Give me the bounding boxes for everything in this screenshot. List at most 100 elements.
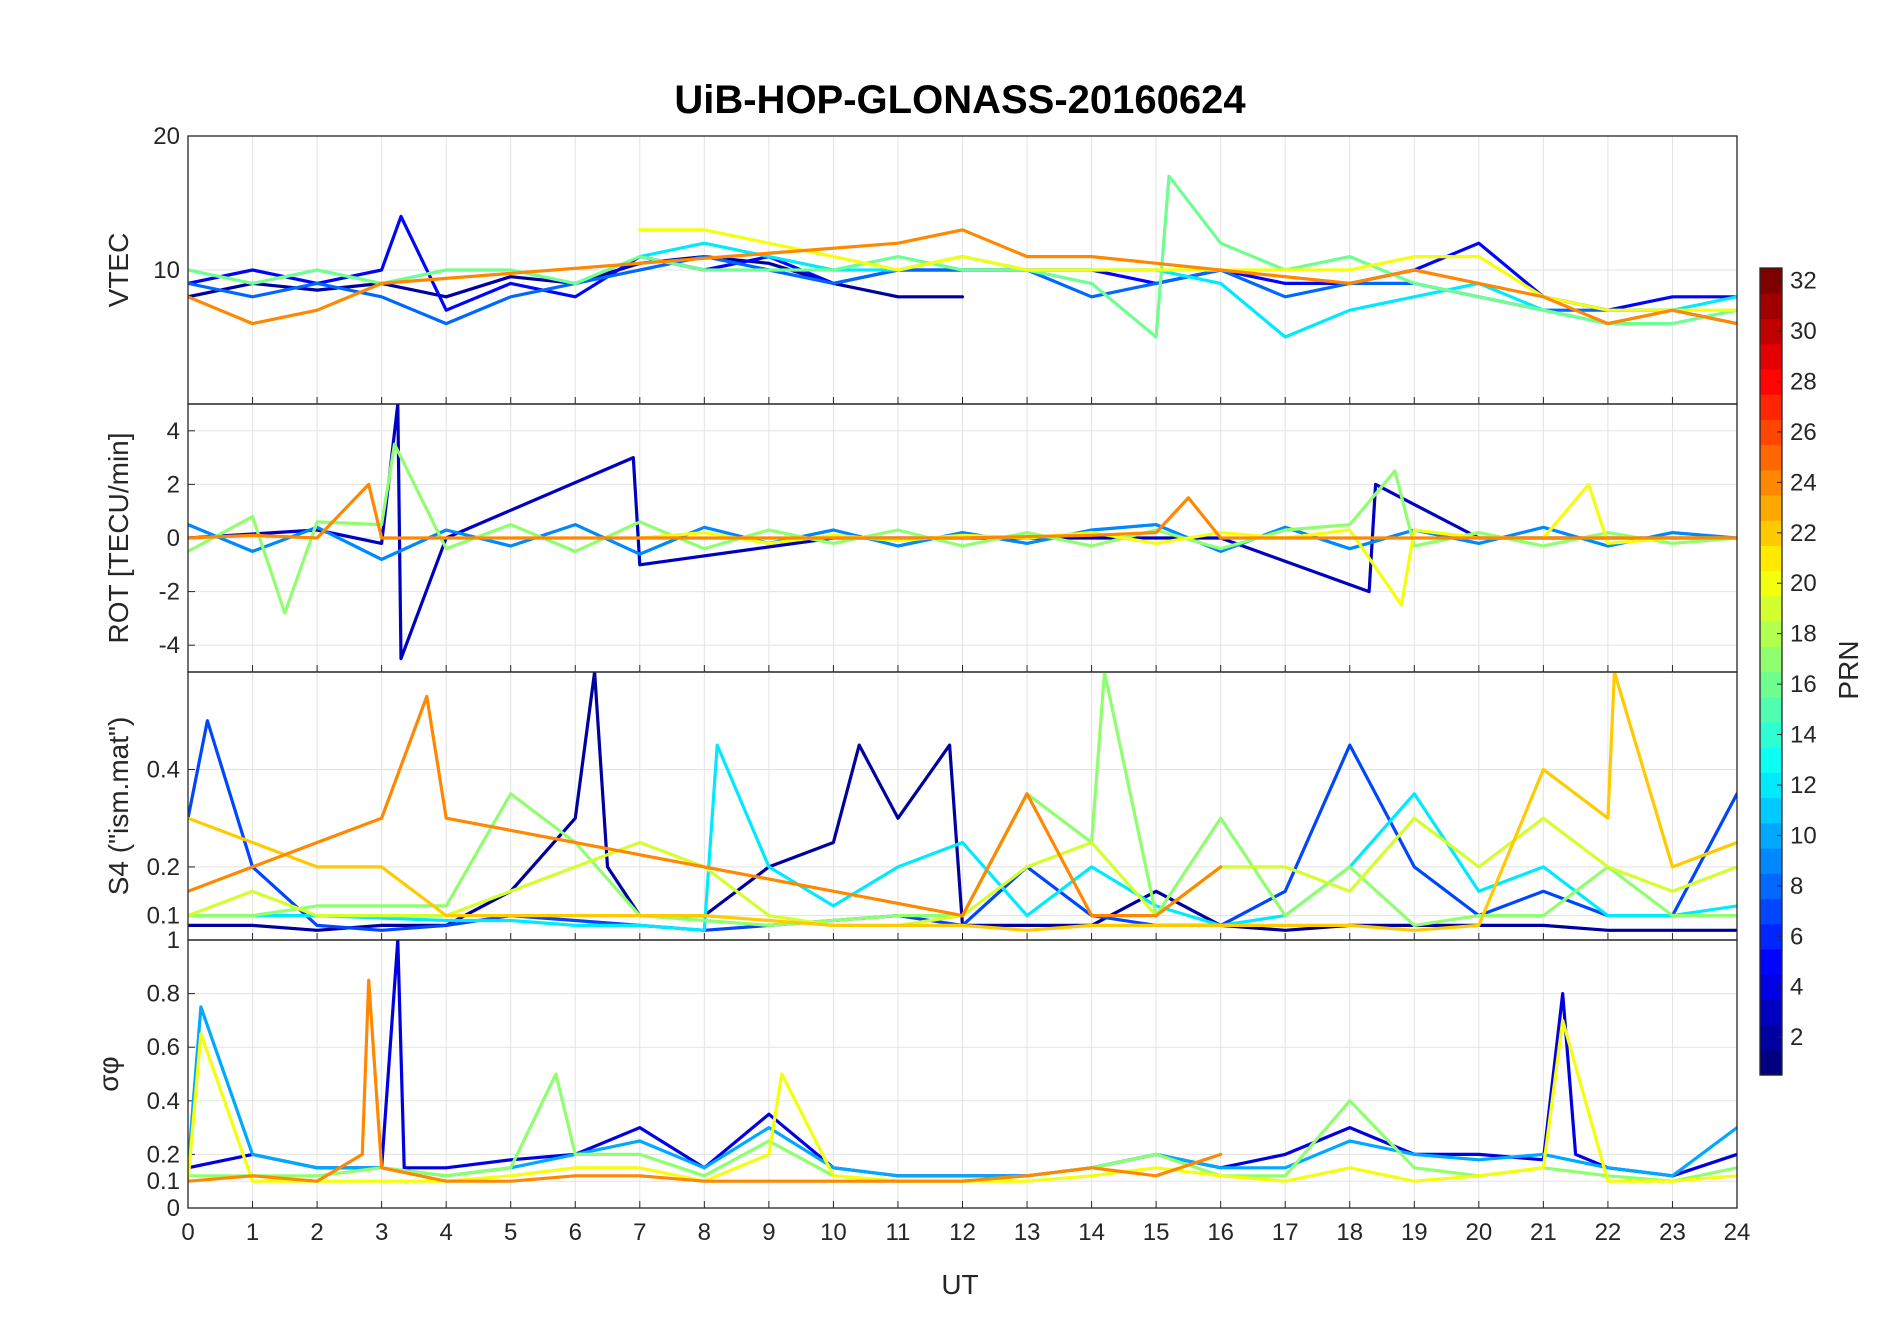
colorbar-segment xyxy=(1760,873,1782,900)
colorbar-tick-label: 6 xyxy=(1790,923,1803,950)
x-tick-label: 11 xyxy=(885,1219,910,1246)
colorbar-segment xyxy=(1760,1024,1782,1051)
x-tick-label: 18 xyxy=(1336,1219,1363,1246)
x-tick-label: 13 xyxy=(1014,1219,1041,1246)
x-tick-label: 7 xyxy=(633,1219,646,1246)
colorbar-tick-label: 32 xyxy=(1790,268,1817,295)
x-tick-label: 23 xyxy=(1659,1219,1686,1246)
colorbar-segment xyxy=(1760,848,1782,874)
x-tick-label: 16 xyxy=(1207,1219,1234,1246)
y-tick-label: 0.1 xyxy=(147,903,180,930)
series-group xyxy=(188,174,1737,339)
colorbar-segment xyxy=(1760,898,1782,925)
colorbar-segment xyxy=(1760,1049,1782,1076)
chart-title: UiB-HOP-GLONASS-20160624 xyxy=(674,78,1246,122)
colorbar-segment xyxy=(1760,368,1782,395)
series-line-prn-20 xyxy=(638,482,1737,607)
y-tick-label: 0.2 xyxy=(147,854,180,881)
colorbar-tick-label: 18 xyxy=(1790,621,1817,648)
x-tick-label: 24 xyxy=(1724,1219,1751,1246)
colorbar-segment xyxy=(1760,343,1782,370)
y-axis-label: VTEC xyxy=(103,233,134,308)
series-group xyxy=(188,672,1737,932)
colorbar-segment xyxy=(1760,646,1782,673)
colorbar-tick-label: 10 xyxy=(1790,822,1817,849)
y-tick-label: 1 xyxy=(167,927,180,954)
series-line-prn-24 xyxy=(188,694,1223,918)
series-line-prn-2 xyxy=(188,672,1737,932)
x-tick-label: 4 xyxy=(439,1219,452,1246)
colorbar-segment xyxy=(1760,520,1782,547)
x-tick-label: 22 xyxy=(1595,1219,1622,1246)
y-tick-label: 4 xyxy=(167,418,180,445)
y-tick-label: -2 xyxy=(159,579,180,606)
colorbar-segment xyxy=(1760,923,1782,950)
colorbar-tick-label: 12 xyxy=(1790,772,1817,799)
x-tick-label: 5 xyxy=(504,1219,517,1246)
series-line-prn-22 xyxy=(188,672,1737,932)
x-tick-label: 15 xyxy=(1143,1219,1170,1246)
x-tick-label: 2 xyxy=(310,1219,323,1246)
series-group xyxy=(188,404,1737,661)
x-tick-label: 0 xyxy=(181,1219,194,1246)
y-tick-label: 0.6 xyxy=(147,1034,180,1061)
x-tick-label: 12 xyxy=(949,1219,976,1246)
y-tick-label: -4 xyxy=(159,632,180,659)
colorbar-segment xyxy=(1760,747,1782,773)
colorbar-segment xyxy=(1760,621,1782,647)
x-tick-label: 19 xyxy=(1401,1219,1428,1246)
y-tick-label: 10 xyxy=(153,257,180,284)
colorbar-segment xyxy=(1760,671,1782,698)
panel-2: -4 -2 0 2 4 ROT [TECU/min] xyxy=(103,403,1738,673)
colorbar-tick-label: 30 xyxy=(1790,318,1817,345)
series-line-prn-12 xyxy=(188,743,1737,932)
panel-1: 10 20 VTEC xyxy=(103,123,1738,405)
colorbar-segment xyxy=(1760,772,1782,799)
colorbar-segment xyxy=(1760,797,1782,824)
colorbar-segment xyxy=(1760,696,1782,723)
x-tick-label: 3 xyxy=(375,1219,388,1246)
colorbar-segment xyxy=(1760,595,1782,622)
y-tick-label: 0 xyxy=(167,1195,180,1222)
colorbar-tick-label: 4 xyxy=(1790,974,1803,1001)
x-tick-label: 1 xyxy=(246,1219,259,1246)
colorbar-segment xyxy=(1760,469,1782,496)
colorbar-tick-label: 16 xyxy=(1790,671,1817,698)
series-line-prn-24 xyxy=(188,228,1737,326)
colorbar-segment xyxy=(1760,974,1782,1000)
y-tick-label: 0.8 xyxy=(147,981,180,1008)
colorbar-tick-label: 20 xyxy=(1790,570,1817,597)
x-tick-label: 8 xyxy=(698,1219,711,1246)
x-tick-label: 21 xyxy=(1530,1219,1557,1246)
series-line-prn-24 xyxy=(188,978,1223,1183)
x-tick-label: 9 xyxy=(762,1219,775,1246)
colorbar-segment xyxy=(1760,318,1782,345)
colorbar-segment xyxy=(1760,494,1782,521)
colorbar-tick-label: 14 xyxy=(1790,722,1817,749)
x-tick-label: 14 xyxy=(1078,1219,1105,1246)
x-tick-label: 20 xyxy=(1465,1219,1492,1246)
series-line-prn-16 xyxy=(188,174,1737,339)
x-tick-label: 17 xyxy=(1272,1219,1299,1246)
x-tick-label: 6 xyxy=(569,1219,582,1246)
colorbar-segment xyxy=(1760,822,1782,849)
y-tick-label: 0.1 xyxy=(147,1168,180,1195)
colorbar-tick-label: 8 xyxy=(1790,873,1803,900)
colorbar-tick-label: 2 xyxy=(1790,1024,1803,1051)
y-axis-label: ROT [TECU/min] xyxy=(103,432,134,643)
series-group xyxy=(188,940,1737,1183)
colorbar-segment xyxy=(1760,545,1782,572)
panel-3: 0.1 0.2 0.4 S4 ("ism.mat") xyxy=(103,671,1738,941)
series-line-prn-12 xyxy=(638,241,1737,339)
y-axis-label: σφ xyxy=(93,1056,124,1091)
panel-4: 0 1 2 3 4 5 6 7 8 9 10 11 12 13 14 15 16 17 18 19 20 21 22 23 24… xyxy=(93,927,1750,1246)
y-tick-label: 2 xyxy=(167,471,180,498)
colorbar-segment xyxy=(1760,570,1782,597)
colorbar-frame xyxy=(1759,267,1783,1076)
colorbar-segment xyxy=(1760,419,1782,446)
panel-frame xyxy=(187,939,1738,1209)
x-tick-label: 10 xyxy=(820,1219,847,1246)
